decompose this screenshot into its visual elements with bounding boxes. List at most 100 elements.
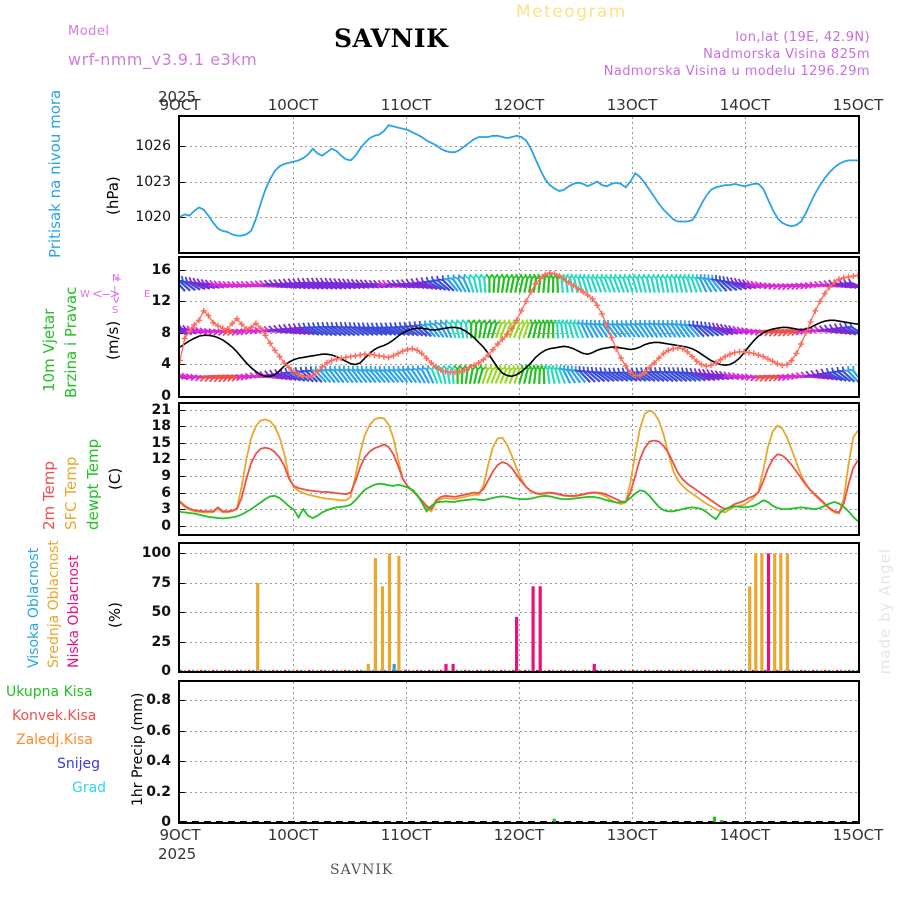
data-point-marker <box>319 363 326 370</box>
wind-direction-arrow-icon <box>323 325 338 337</box>
wind-direction-arrow-icon <box>620 324 632 338</box>
bar <box>366 663 370 671</box>
baseline-marker <box>408 669 411 671</box>
baseline-marker <box>536 669 539 671</box>
wind-direction-arrow-icon <box>686 278 693 293</box>
wind-arrow-head-icon <box>340 278 347 286</box>
wind-arrow-head-icon <box>754 281 760 289</box>
data-point-marker <box>181 335 188 342</box>
wind-direction-arrow-icon <box>568 323 575 339</box>
wind-direction-arrow-icon <box>345 326 360 337</box>
baseline-marker <box>816 669 819 671</box>
wind-direction-arrow-icon <box>657 324 668 338</box>
wind-direction-arrow-icon <box>444 324 453 339</box>
gridline-horizontal <box>180 791 858 793</box>
data-point-marker <box>622 363 629 369</box>
wind-arrow-head-icon <box>813 369 820 377</box>
data-point-marker <box>295 371 302 378</box>
wind-direction-arrow-icon <box>388 370 400 384</box>
x-tick-label: 14OCT <box>719 96 771 114</box>
y-tick-mark <box>180 442 185 444</box>
wind-direction-arrow-icon <box>359 326 374 337</box>
y-tick-label: 18 <box>151 418 171 435</box>
baseline-marker <box>328 669 331 671</box>
data-point-marker <box>670 345 677 352</box>
bar <box>515 616 519 671</box>
wind-direction-arrow-icon <box>473 369 479 384</box>
gridline-horizontal <box>180 700 858 702</box>
wind-arrow-head-icon <box>736 326 742 334</box>
pressure-axis-units: (hPa) <box>104 176 122 215</box>
panel-cloud-cover <box>178 542 860 673</box>
wind-arrow-head-icon <box>767 374 774 382</box>
wind-direction-arrow-icon <box>405 325 420 337</box>
wind-arrow-head-icon <box>226 374 232 383</box>
wind-arrow-head-icon <box>704 369 711 377</box>
wind-direction-arrow-icon <box>377 326 393 336</box>
wind-arrow-head-icon <box>758 281 765 290</box>
wind-direction-arrow-icon <box>585 324 594 339</box>
wind-direction-arrow-icon <box>558 369 567 384</box>
baseline-marker <box>732 669 735 671</box>
wind-direction-arrow-icon <box>427 280 443 291</box>
wind-arrow-head-icon <box>249 372 255 380</box>
wind-arrow-head-icon <box>731 372 737 380</box>
wind-direction-arrow-icon <box>369 370 382 384</box>
baseline-marker <box>788 669 791 671</box>
baseline-marker <box>684 669 687 671</box>
wind-arrow-head-icon <box>804 281 810 290</box>
wind-direction-arrow-icon <box>673 371 688 383</box>
data-point-marker <box>414 347 421 354</box>
baseline-marker <box>300 669 303 671</box>
baseline-marker <box>456 669 459 671</box>
data-point-marker <box>475 359 482 366</box>
data-point-marker <box>471 362 477 369</box>
data-point-marker <box>314 368 321 375</box>
wind-arrow-head-icon <box>290 277 297 285</box>
baseline-marker <box>264 669 267 671</box>
wind-arrow-head-icon <box>763 282 769 290</box>
baseline-marker <box>552 669 555 671</box>
wind-arrow-head-icon <box>362 279 369 287</box>
wind-direction-arrow-icon <box>699 278 708 293</box>
data-point-marker <box>196 317 202 324</box>
wind-arrow-head-icon <box>836 322 843 330</box>
wind-direction-arrow-icon <box>416 369 426 384</box>
wind-arrow-head-icon <box>848 365 855 372</box>
y-tick-mark <box>179 671 185 672</box>
baseline-marker <box>620 669 623 671</box>
wind-direction-arrow-icon <box>842 370 856 383</box>
wind-direction-arrow-icon <box>517 323 525 339</box>
y-tick-label: 50 <box>151 604 171 621</box>
cloud-axis-units: (%) <box>106 602 124 628</box>
wind-arrow-head-icon <box>276 278 283 286</box>
data-point-marker <box>731 349 738 356</box>
y-tick-mark <box>180 459 185 461</box>
wind-direction-arrow-icon <box>180 329 188 336</box>
wind-arrow-head-icon <box>363 322 370 329</box>
baseline-marker <box>648 669 651 671</box>
wind-direction-arrow-icon <box>474 323 478 339</box>
wind-arrow-head-icon <box>736 372 742 381</box>
y-tick-mark <box>180 146 185 148</box>
baseline-marker <box>240 669 243 671</box>
wind-direction-arrow-icon <box>483 278 487 293</box>
wind-arrow-head-icon <box>731 325 738 334</box>
wind-arrow-head-icon <box>240 328 246 336</box>
wind-arrow-head-icon <box>655 366 662 373</box>
wind-arrow-head-icon <box>358 279 365 287</box>
y-tick-label: 0 <box>161 388 171 404</box>
baseline-marker <box>500 669 503 671</box>
wind-direction-arrow-icon <box>660 371 674 383</box>
wind-direction-arrow-icon <box>365 370 377 384</box>
baseline-marker <box>260 669 263 671</box>
wind-arrow-head-icon <box>267 325 273 333</box>
wind-arrow-head-icon <box>386 322 393 329</box>
wind-arrow-head-icon <box>781 373 787 382</box>
wind-arrow-head-icon <box>808 369 815 378</box>
wind-direction-arrow-icon <box>596 371 611 383</box>
wind-arrow-head-icon <box>804 370 810 378</box>
data-point-marker <box>617 355 624 362</box>
data-point-marker <box>238 321 245 328</box>
data-series-line <box>180 439 858 514</box>
